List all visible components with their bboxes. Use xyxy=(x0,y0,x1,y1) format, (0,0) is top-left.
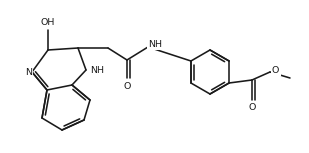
Text: NH: NH xyxy=(90,65,104,75)
Text: N: N xyxy=(25,67,32,76)
Text: OH: OH xyxy=(41,18,55,27)
Text: O: O xyxy=(123,82,131,91)
Text: NH: NH xyxy=(148,39,162,49)
Text: O: O xyxy=(248,103,256,112)
Text: O: O xyxy=(272,65,279,75)
